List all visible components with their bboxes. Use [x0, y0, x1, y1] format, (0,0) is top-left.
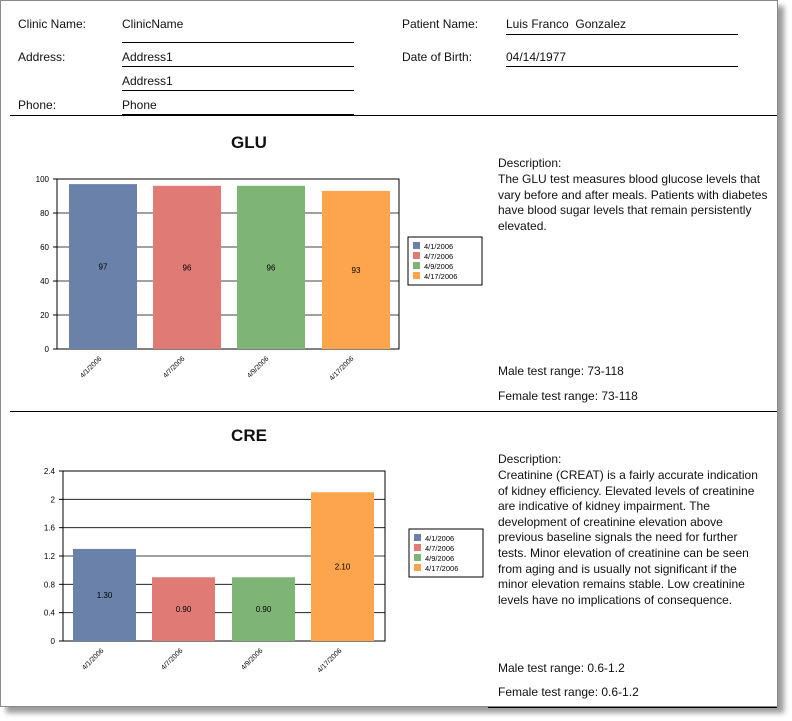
cre-description: Creatinine (CREAT) is a fairly accurate … — [498, 468, 758, 607]
cre-chart: 0 0.4 0.8 1.2 1.6 2 2.4 1.30 0.90 0.90 2.10 4/1/200… — [1, 456, 491, 696]
legend-label: 4/7/2006 — [425, 544, 454, 553]
phone-underline — [122, 114, 354, 115]
bar-value-label: 97 — [99, 263, 108, 272]
glu-description-label: Description: — [498, 156, 562, 170]
dob-value: 04/14/1977 — [506, 50, 567, 64]
legend-label: 4/9/2006 — [424, 262, 453, 271]
bar — [73, 548, 136, 641]
glu-female-range: Female test range: 73-118 — [498, 389, 638, 403]
header-divider — [10, 115, 777, 116]
section-divider — [10, 411, 777, 412]
x-tick-label: 4/7/2006 — [160, 647, 184, 671]
bar — [69, 184, 137, 349]
phone-value: Phone — [122, 98, 157, 112]
clinic-name-value: ClinicName — [122, 17, 184, 31]
bar-value-label: 2.10 — [335, 563, 351, 572]
legend-label: 4/7/2006 — [424, 252, 453, 261]
y-tick-label: 20 — [40, 311, 49, 320]
y-tick-label: 0.4 — [44, 609, 56, 618]
clinic-name-underline — [122, 42, 354, 43]
x-tick-label: 4/9/2006 — [246, 355, 270, 379]
y-tick-label: 2 — [51, 495, 56, 504]
bar-value-label: 96 — [267, 263, 276, 272]
glu-title: GLU — [231, 133, 267, 152]
legend-swatch — [413, 252, 420, 259]
cre-title: CRE — [231, 426, 267, 445]
clinic-name-label: Clinic Name: — [18, 17, 87, 31]
bar-value-label: 0.90 — [256, 605, 272, 614]
bar-value-label: 0.90 — [176, 605, 192, 614]
dob-underline — [506, 66, 738, 67]
legend-label: 4/1/2006 — [425, 534, 454, 543]
glu-description: The GLU test measures blood glucose leve… — [498, 172, 768, 233]
glu-male-range: Male test range: 73-118 — [498, 364, 624, 378]
bar-value-label: 1.30 — [97, 591, 113, 600]
x-tick-label: 4/1/2006 — [79, 355, 103, 379]
cre-female-range: Female test range: 0.6-1.2 — [498, 685, 639, 699]
legend-box — [407, 236, 483, 286]
dob-label: Date of Birth: — [402, 50, 473, 64]
address-line1: Address1 — [122, 50, 173, 64]
legend-swatch — [414, 544, 421, 551]
patient-name-label: Patient Name: — [402, 17, 479, 31]
bar — [237, 185, 305, 349]
y-tick-label: 1.2 — [44, 552, 56, 561]
bar — [153, 185, 221, 349]
legend-swatch — [414, 534, 421, 541]
bar — [322, 190, 390, 349]
cre-description-label: Description: — [498, 452, 562, 466]
y-tick-label: 40 — [40, 277, 49, 286]
legend-box — [408, 528, 484, 578]
cre-male-range: Male test range: 0.6-1.2 — [498, 661, 625, 675]
legend-swatch — [414, 554, 421, 561]
address-line2-underline — [122, 90, 354, 91]
y-tick-label: 0 — [45, 345, 50, 354]
address-label: Address: — [18, 50, 66, 64]
y-tick-label: 0.8 — [44, 580, 56, 589]
patient-name-underline — [506, 34, 738, 35]
bar — [311, 492, 374, 641]
legend-swatch — [413, 272, 420, 279]
legend-swatch — [414, 564, 421, 571]
legend-label: 4/17/2006 — [424, 272, 457, 281]
y-tick-label: 0 — [51, 637, 56, 646]
x-tick-label: 4/7/2006 — [162, 355, 186, 379]
y-tick-label: 60 — [40, 243, 49, 252]
x-tick-label: 4/9/2006 — [240, 647, 264, 671]
legend-label: 4/1/2006 — [424, 242, 453, 251]
x-tick-label: 4/1/2006 — [81, 647, 105, 671]
phone-label: Phone: — [18, 98, 57, 112]
address-line1-underline — [122, 66, 354, 67]
bar — [152, 577, 215, 641]
address-line2: Address1 — [122, 74, 173, 88]
footer-rule — [488, 707, 777, 708]
x-tick-label: 4/17/2006 — [328, 355, 355, 382]
y-tick-label: 100 — [36, 175, 50, 184]
bar — [232, 577, 295, 641]
x-tick-label: 4/17/2006 — [316, 647, 343, 674]
y-tick-label: 2.4 — [44, 467, 56, 476]
y-tick-label: 1.6 — [44, 524, 56, 533]
legend-swatch — [413, 242, 420, 249]
cre-bar-chart: 0 0.4 0.8 1.2 1.6 2 2.4 1.30 0.90 0.90 2.10 4/1/200… — [44, 467, 484, 674]
report-page: Clinic Name: ClinicName Address: Address… — [0, 0, 778, 708]
legend-label: 4/17/2006 — [425, 564, 458, 573]
bar-value-label: 96 — [183, 263, 192, 272]
legend-swatch — [413, 262, 420, 269]
patient-name-value: Luis Franco Gonzalez — [506, 17, 627, 31]
legend-label: 4/9/2006 — [425, 554, 454, 563]
y-tick-label: 80 — [40, 209, 49, 218]
glu-chart: 0 20 40 60 80 100 97 96 96 93 4/1/2006 4/7/2006 4/9/… — [1, 161, 491, 401]
bar-value-label: 93 — [352, 266, 361, 275]
